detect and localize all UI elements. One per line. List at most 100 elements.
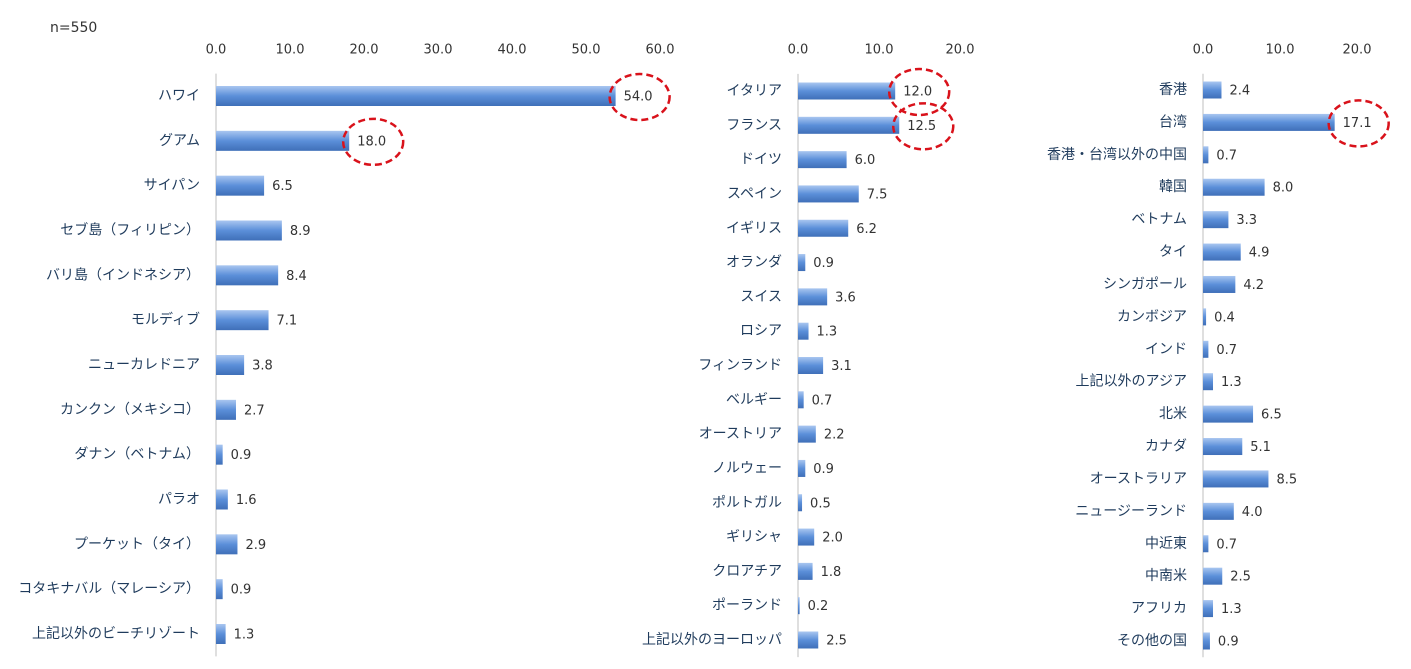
value-label: 0.9 — [1218, 635, 1239, 650]
bar — [1203, 340, 1209, 358]
bar — [1203, 438, 1243, 456]
bar — [798, 391, 804, 409]
category-label: 上記以外のアジア — [1076, 373, 1187, 390]
value-label: 3.6 — [835, 290, 856, 305]
category-label: 上記以外のビーチリゾート — [32, 625, 200, 642]
value-label: 0.9 — [231, 448, 252, 463]
value-label: 0.9 — [813, 462, 834, 477]
bar — [1203, 275, 1236, 293]
category-label: イギリス — [726, 220, 782, 236]
x-tick-label: 10.0 — [276, 43, 305, 58]
category-label: ベトナム — [1131, 212, 1187, 228]
value-label: 1.3 — [1221, 375, 1242, 390]
bar — [216, 220, 282, 241]
bar — [216, 355, 245, 375]
bar — [216, 624, 226, 644]
category-label: ニューカレドニア — [88, 357, 200, 373]
category-label: ノルウェー — [712, 460, 782, 476]
value-label: 0.4 — [1214, 310, 1235, 325]
category-label: グアム — [159, 133, 200, 149]
category-label: インド — [1145, 341, 1187, 357]
category-label: ポーランド — [712, 598, 782, 614]
category-label: オーストラリア — [1090, 471, 1187, 487]
category-label: その他の国 — [1117, 633, 1187, 649]
value-label: 4.9 — [1249, 246, 1270, 261]
category-label: プーケット（タイ） — [74, 536, 200, 552]
bar — [216, 579, 223, 600]
value-label: 3.1 — [831, 359, 852, 374]
bar — [798, 357, 824, 374]
category-label: ドイツ — [740, 152, 782, 168]
bar — [1203, 632, 1210, 650]
bar — [1203, 567, 1223, 585]
bar — [1203, 405, 1254, 423]
x-tick-label: 0.0 — [788, 43, 809, 58]
bar — [1203, 600, 1214, 618]
bar — [798, 116, 900, 134]
value-label: 3.3 — [1236, 213, 1257, 228]
category-label: ポルトガル — [712, 495, 782, 511]
bar — [798, 459, 806, 477]
category-label: タイ — [1159, 244, 1187, 260]
category-label: コタキナバル（マレーシア） — [18, 581, 200, 597]
bar — [798, 151, 847, 169]
category-label: クロアチア — [712, 563, 782, 579]
value-label: 0.5 — [810, 496, 831, 511]
value-label: 54.0 — [624, 90, 653, 105]
bar — [216, 86, 616, 106]
category-label: モルディブ — [131, 311, 200, 328]
bar — [1203, 373, 1214, 391]
value-label: 0.7 — [1216, 343, 1237, 358]
bar — [798, 631, 819, 649]
value-label: 8.4 — [286, 269, 307, 284]
category-label: フランス — [726, 117, 782, 133]
category-label: オーストリア — [699, 426, 782, 442]
x-tick-label: 50.0 — [572, 43, 601, 58]
category-label: パラオ — [158, 492, 200, 508]
value-label: 5.1 — [1250, 440, 1271, 455]
bar — [216, 489, 228, 510]
bar — [1203, 113, 1335, 131]
highlight-circle — [608, 72, 671, 122]
category-label: 中近東 — [1145, 536, 1187, 552]
value-label: 2.7 — [244, 403, 265, 418]
category-label: 台湾 — [1159, 113, 1187, 130]
x-tick-label: 20.0 — [946, 43, 975, 58]
value-label: 2.2 — [824, 428, 845, 443]
bar — [1203, 178, 1265, 196]
bar — [798, 562, 813, 580]
category-label: スペイン — [727, 186, 782, 202]
category-label: 上記以外のヨーロッパ — [642, 631, 782, 648]
category-label: ハワイ — [158, 88, 200, 104]
value-label: 4.0 — [1242, 505, 1263, 520]
bar — [1203, 243, 1241, 261]
x-tick-label: 10.0 — [1266, 43, 1295, 58]
bar — [798, 322, 809, 340]
x-tick-label: 20.0 — [350, 43, 379, 58]
category-label: カンボジア — [1117, 309, 1187, 325]
category-label: ロシア — [740, 323, 782, 339]
category-label: 北米 — [1159, 406, 1187, 422]
bar — [1203, 535, 1209, 553]
category-label: サイパン — [144, 178, 200, 194]
bar — [798, 528, 815, 546]
category-label: ダナン（ベトナム） — [74, 447, 200, 463]
bar — [798, 288, 828, 306]
category-label: 香港 — [1159, 82, 1187, 98]
value-label: 6.2 — [856, 222, 877, 237]
bar — [216, 444, 223, 465]
x-tick-label: 60.0 — [646, 43, 675, 58]
highlight-circle — [341, 117, 405, 167]
bar — [798, 254, 806, 272]
bar — [1203, 81, 1222, 99]
bar — [216, 534, 238, 555]
category-label: シンガポール — [1103, 276, 1187, 292]
bar — [1203, 502, 1234, 520]
value-label: 0.7 — [1216, 148, 1237, 163]
bar — [1203, 211, 1229, 229]
value-label: 0.9 — [813, 256, 834, 271]
value-label: 6.0 — [855, 153, 876, 168]
bar — [216, 310, 269, 331]
category-label: バリ島（インドネシア） — [46, 267, 200, 283]
